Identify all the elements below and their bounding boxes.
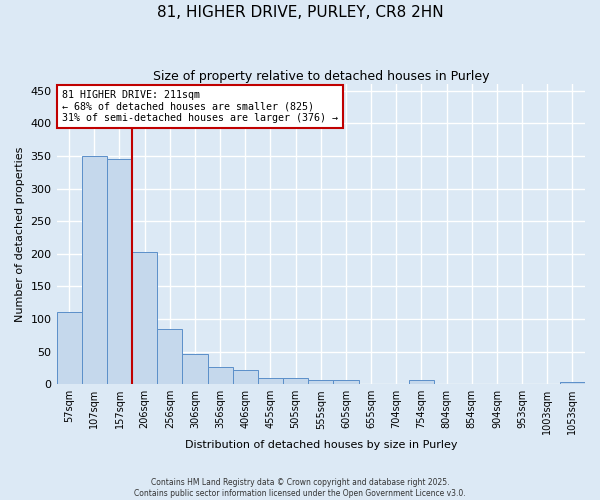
Title: Size of property relative to detached houses in Purley: Size of property relative to detached ho… <box>152 70 489 83</box>
Bar <box>56 312 82 384</box>
Bar <box>560 382 585 384</box>
Bar <box>157 329 182 384</box>
Text: Contains HM Land Registry data © Crown copyright and database right 2025.
Contai: Contains HM Land Registry data © Crown c… <box>134 478 466 498</box>
Bar <box>208 367 233 384</box>
Bar <box>334 380 359 384</box>
Bar <box>258 378 283 384</box>
Bar <box>182 354 208 384</box>
Bar <box>283 378 308 384</box>
Text: 81 HIGHER DRIVE: 211sqm
← 68% of detached houses are smaller (825)
31% of semi-d: 81 HIGHER DRIVE: 211sqm ← 68% of detache… <box>62 90 338 124</box>
Y-axis label: Number of detached properties: Number of detached properties <box>15 146 25 322</box>
Bar <box>308 380 334 384</box>
Bar <box>82 156 107 384</box>
Bar <box>409 380 434 384</box>
Bar <box>107 159 132 384</box>
Bar <box>132 252 157 384</box>
Bar <box>233 370 258 384</box>
X-axis label: Distribution of detached houses by size in Purley: Distribution of detached houses by size … <box>185 440 457 450</box>
Text: 81, HIGHER DRIVE, PURLEY, CR8 2HN: 81, HIGHER DRIVE, PURLEY, CR8 2HN <box>157 5 443 20</box>
